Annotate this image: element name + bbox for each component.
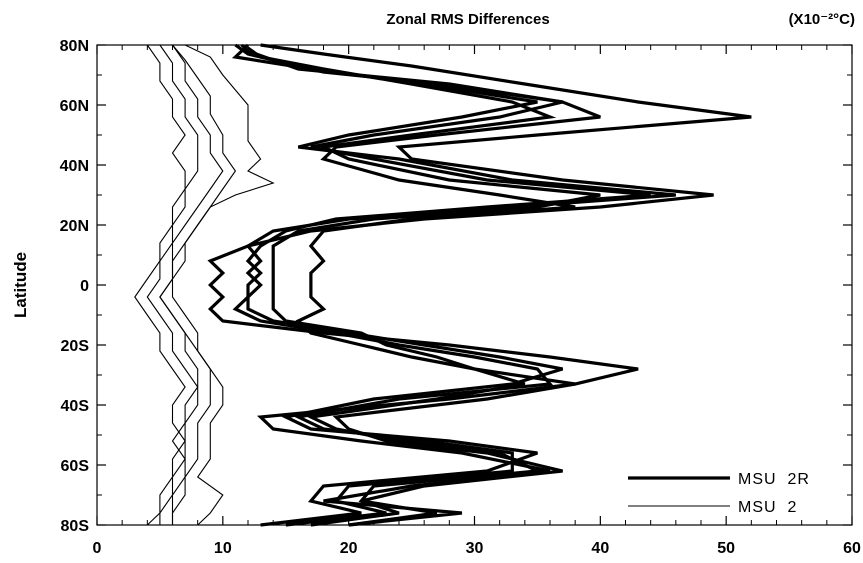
x-tick-label: 50 <box>717 540 735 557</box>
msu-2-series-line-2 <box>146 44 199 525</box>
legend-label-1: MSU 2R <box>738 471 810 488</box>
msu-2r-series-line-2 <box>232 43 651 527</box>
msu-2r-series-line-5 <box>207 43 752 527</box>
legend-label-2: MSU 2 <box>738 499 797 516</box>
msu-2-series-line-5 <box>159 44 275 526</box>
msu-2-series-line-3 <box>159 44 224 525</box>
x-tick-label: 60 <box>843 540 861 557</box>
x-tick-label: 0 <box>93 540 102 557</box>
y-tick-label: 80N <box>60 38 89 55</box>
chart-title: Zonal RMS Differences <box>386 11 549 28</box>
legend: MSU 2R MSU 2 <box>628 471 810 516</box>
y-tick-label: 20N <box>60 218 89 235</box>
msu-2r-series-line-3 <box>247 46 601 527</box>
msu-2-series-line-1 <box>134 44 186 526</box>
x-axis: 0 10 20 30 40 50 60 <box>93 45 861 557</box>
x-tick-label: 20 <box>340 540 358 557</box>
series-layer <box>134 43 752 527</box>
x-tick-label: 10 <box>214 540 232 557</box>
y-tick-label: 40N <box>60 158 89 175</box>
y-tick-label: 60N <box>60 98 89 115</box>
y-axis: 80N 60N 40N 20N 0 20S 40S 60S 80S <box>60 38 852 535</box>
y-tick-label: 20S <box>61 338 90 355</box>
y-tick-label: 0 <box>80 278 89 295</box>
msu-2r-series-line-4 <box>234 43 601 527</box>
x-tick-label: 40 <box>591 540 609 557</box>
y-axis-label: Latitude <box>11 252 30 318</box>
y-tick-label: 60S <box>61 458 90 475</box>
units-label: (X10⁻²°C) <box>789 11 855 28</box>
y-tick-label: 80S <box>61 518 90 535</box>
msu-2-series-line-4 <box>171 44 237 525</box>
y-tick-label: 40S <box>61 398 90 415</box>
msu-2r-series-line-1 <box>231 43 676 527</box>
x-tick-label: 30 <box>466 540 484 557</box>
